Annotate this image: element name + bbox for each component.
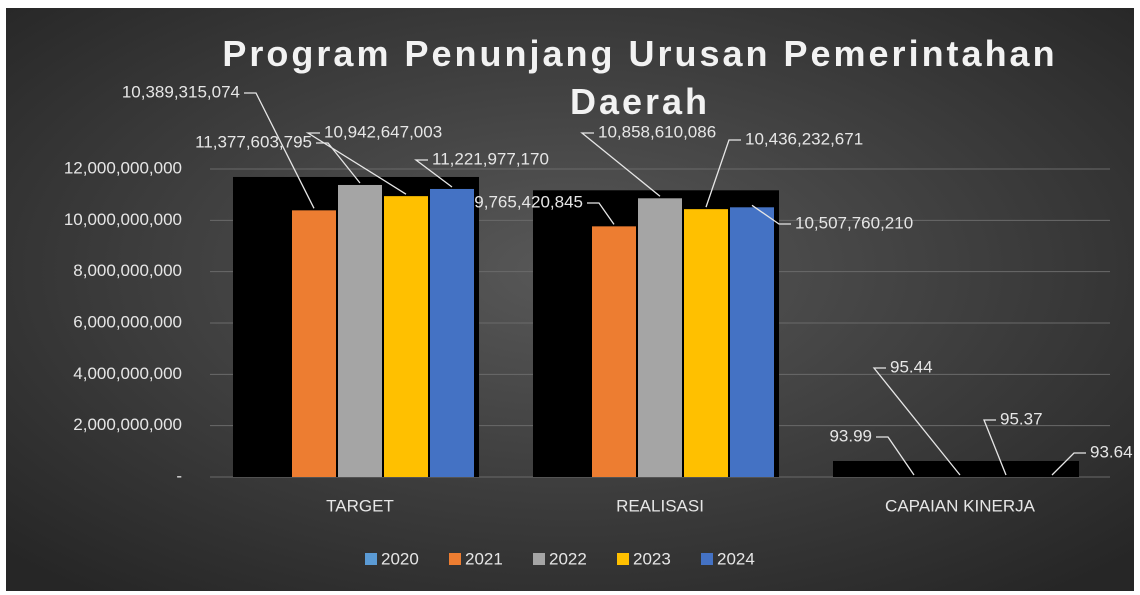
leader-line: [705, 139, 741, 208]
data-label: 93.99: [829, 426, 872, 445]
leader-line: [751, 204, 791, 225]
bar: [384, 196, 428, 477]
legend-label: 2021: [465, 549, 503, 568]
bar: [730, 207, 774, 477]
y-tick-label: 6,000,000,000: [73, 312, 182, 331]
leader-line: [316, 142, 361, 184]
legend-swatch: [701, 553, 713, 565]
legend-swatch: [449, 553, 461, 565]
bar: [592, 226, 636, 477]
data-label: 11,221,977,170: [432, 149, 549, 168]
data-label: 10,858,610,086: [598, 122, 716, 141]
legend-swatch: [617, 553, 629, 565]
leader-line: [580, 132, 661, 197]
legend-label: 2023: [633, 549, 671, 568]
leader-line: [305, 132, 407, 195]
legend-label: 2020: [381, 549, 419, 568]
y-tick-label: 4,000,000,000: [73, 364, 182, 383]
y-tick-label: 10,000,000,000: [64, 210, 182, 229]
x-tick-label: REALISASI: [616, 496, 704, 515]
leader-line: [414, 159, 453, 188]
y-tick-label: 2,000,000,000: [73, 415, 182, 434]
bar: [638, 198, 682, 478]
bar: [292, 210, 336, 477]
bar: [430, 188, 474, 478]
data-label: 10,507,760,210: [795, 213, 913, 232]
x-tick-label: CAPAIAN KINERJA: [885, 496, 1036, 515]
bar: [684, 209, 728, 477]
data-label: 10,436,232,671: [745, 129, 863, 148]
leader-line: [983, 419, 1007, 476]
chart-title: Program Penunjang Urusan Pemerintahan Da…: [222, 33, 1058, 122]
leader-line: [872, 367, 961, 476]
data-label: 10,942,647,003: [324, 122, 442, 141]
y-tick-label: 12,000,000,000: [64, 158, 182, 177]
data-label: 11,377,603,795: [195, 132, 312, 151]
y-tick-label: -: [176, 466, 182, 485]
legend-swatch: [365, 553, 377, 565]
data-label: 93.64: [1090, 442, 1133, 461]
data-label: 95.37: [1000, 409, 1043, 428]
x-tick-label: TARGET: [326, 496, 394, 515]
leader-line: [587, 202, 615, 225]
leader-line: [876, 436, 915, 476]
data-label: 9,765,420,845: [474, 192, 583, 211]
legend-label: 2022: [549, 549, 587, 568]
legend-label: 2024: [717, 549, 755, 568]
leader-line: [1051, 452, 1086, 476]
legend-swatch: [533, 553, 545, 565]
y-tick-label: 8,000,000,000: [73, 261, 182, 280]
leader-line: [244, 92, 315, 209]
data-label: 10,389,315,074: [122, 82, 240, 101]
bar: [338, 184, 382, 477]
data-label: 95.44: [890, 357, 933, 376]
